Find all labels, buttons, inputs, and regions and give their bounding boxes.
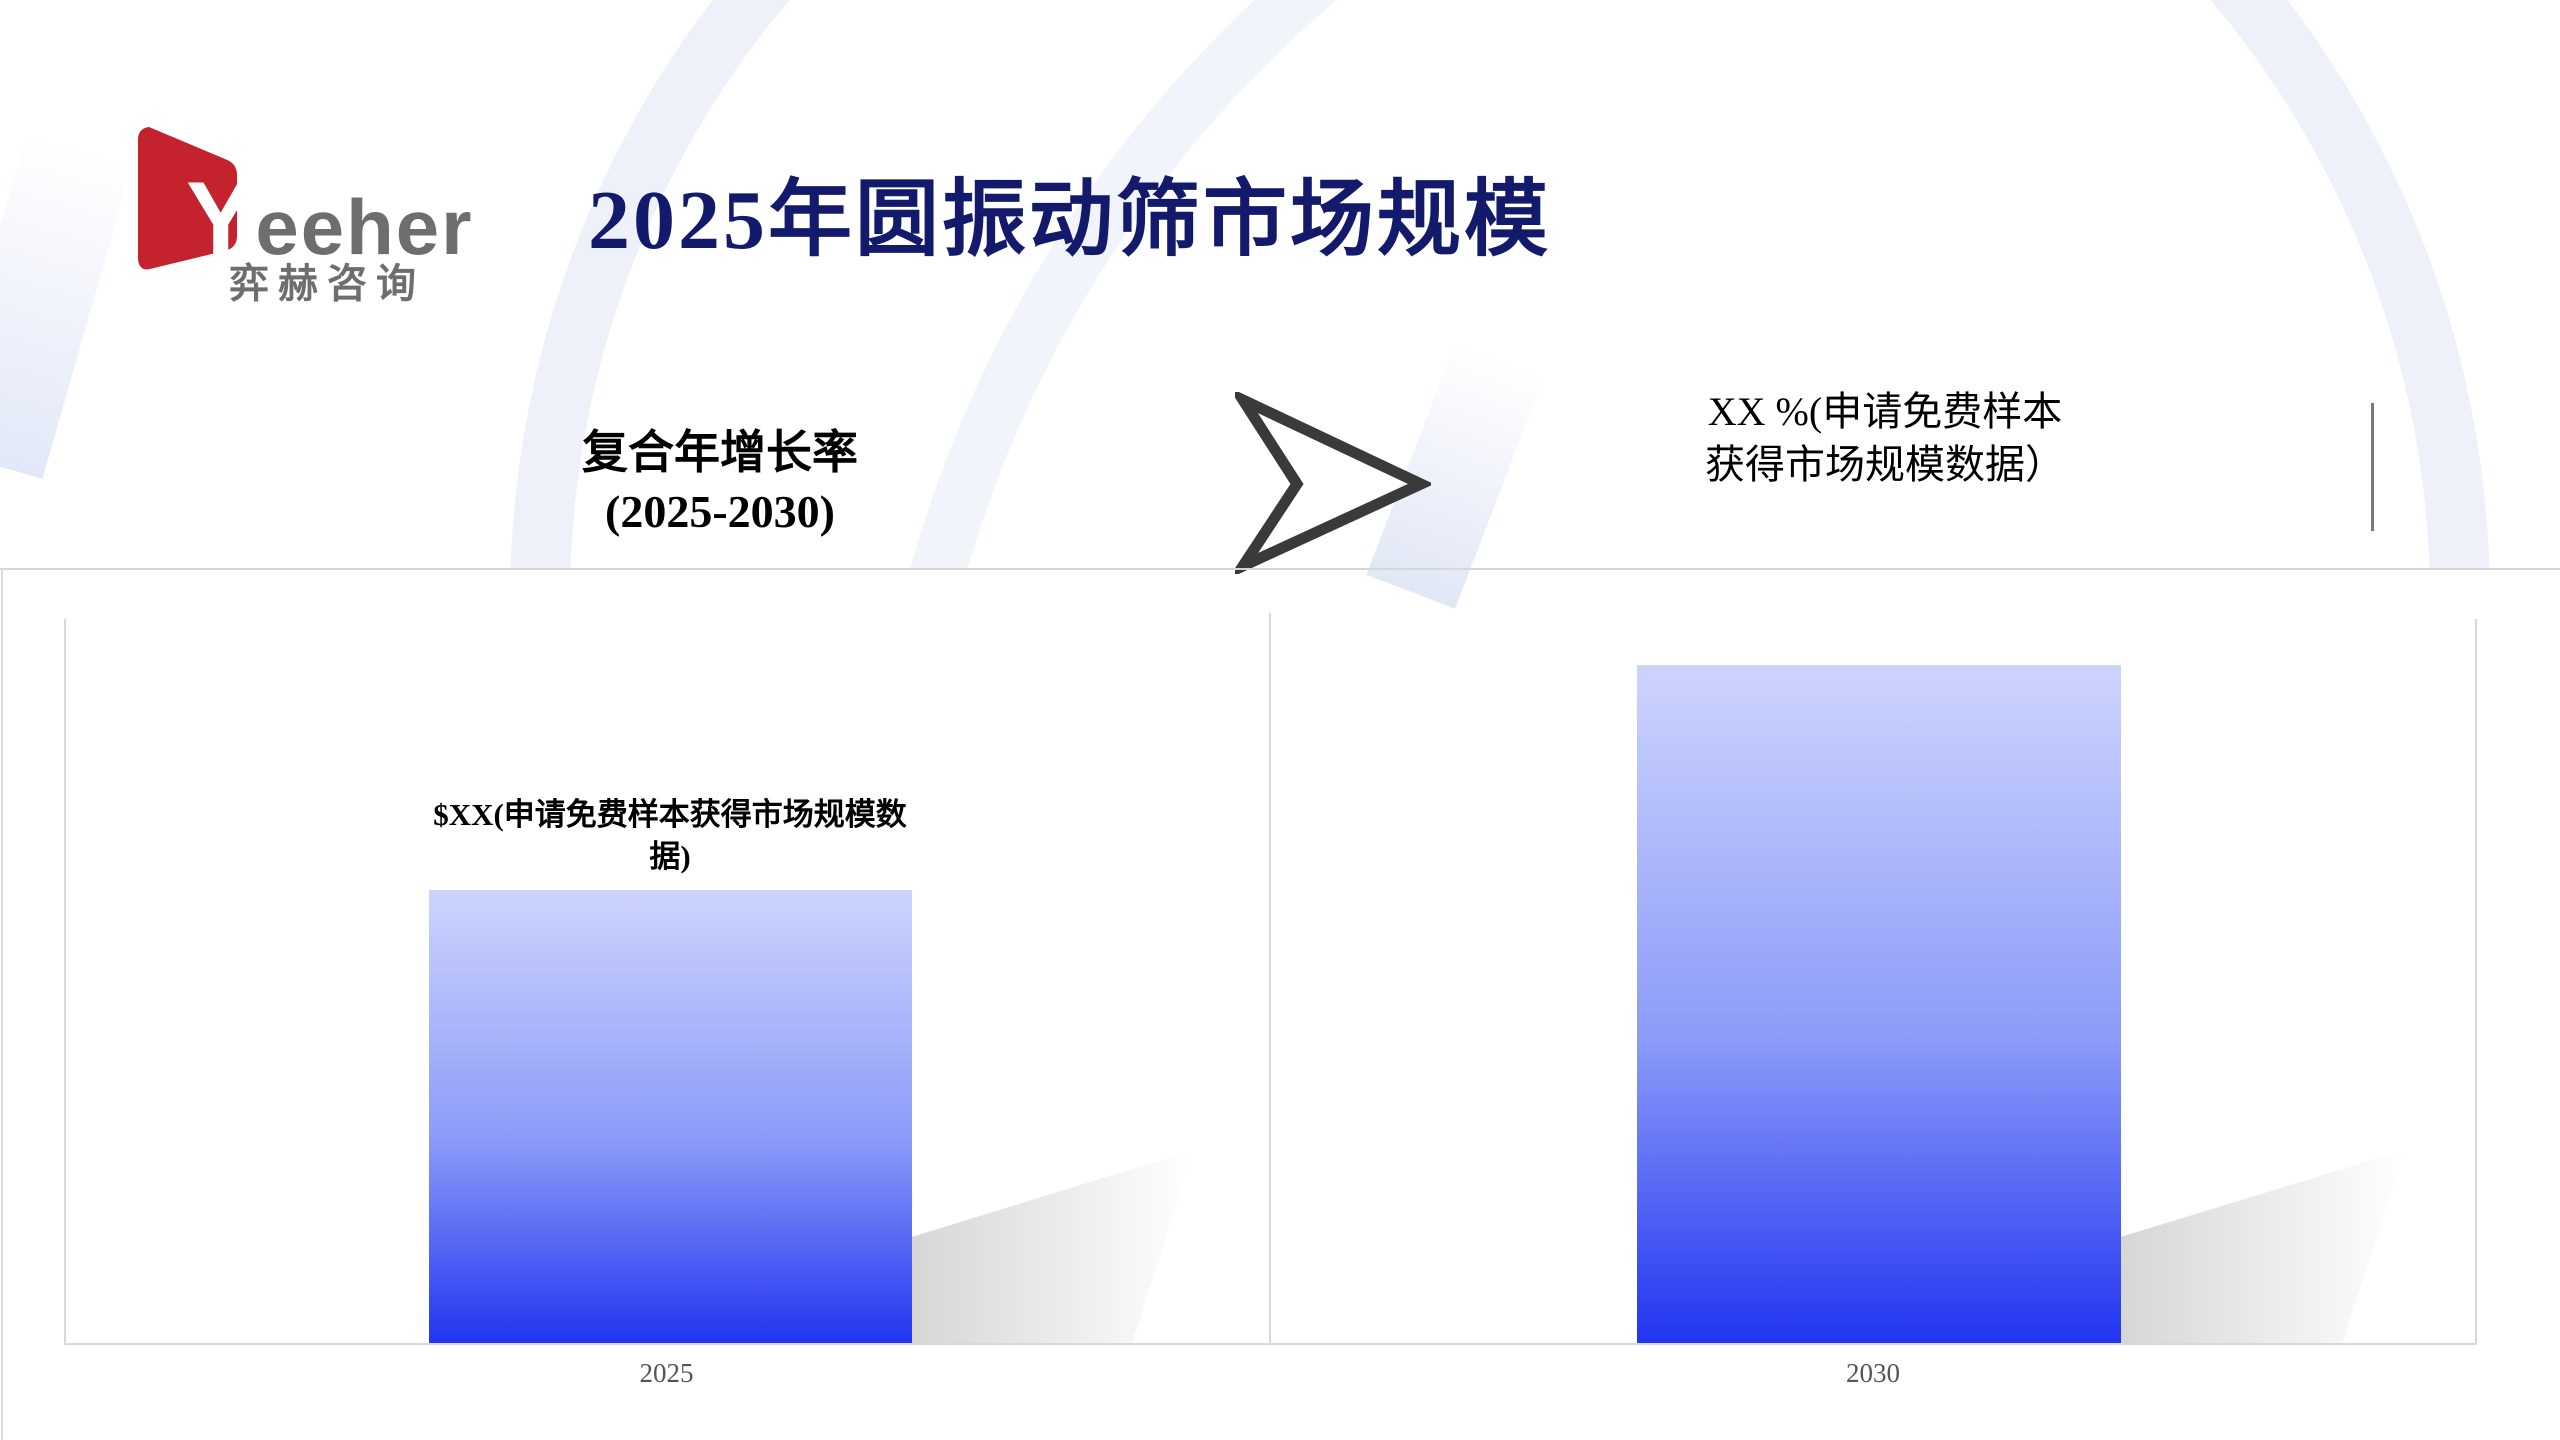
bar-2030 xyxy=(1637,665,2121,1343)
right-arrow-icon xyxy=(1235,392,1431,574)
logo-subtitle: 弈赫咨询 xyxy=(229,262,425,306)
cagr-label: 复合年增长率 (2025-2030) xyxy=(500,424,940,542)
cagr-line1: 复合年增长率 xyxy=(582,427,858,478)
cagr-line2: (2025-2030) xyxy=(605,485,835,537)
background-band-left xyxy=(0,131,134,479)
bar-2025 xyxy=(429,889,912,1343)
plot-center-gridline xyxy=(1269,613,1271,1343)
growth-callout: XX %(申请免费样本 获得市场规模数据） xyxy=(1645,386,2125,492)
slide-title: 2025年圆振动筛市场规模 xyxy=(588,174,1552,267)
logo-letter-y: Y xyxy=(186,161,256,277)
callout-line1: XX %(申请免费样本 xyxy=(1707,389,2063,434)
x-axis-label-2025: 2025 xyxy=(639,1358,694,1388)
x-axis-label-2030: 2030 xyxy=(1846,1358,1900,1388)
plot-area xyxy=(64,619,2477,1345)
bar-value-label-2025: $XX(申请免费样本获得市场规模数据) xyxy=(433,797,907,874)
header-divider-line xyxy=(0,568,2560,570)
yeeher-logo-mark-icon xyxy=(138,127,237,270)
callout-end-tick xyxy=(2371,403,2374,531)
callout-line2: 获得市场规模数据） xyxy=(1705,441,2065,487)
yeeher-logo-text: Yeeher xyxy=(186,160,474,279)
logo-letters-rest: eeher xyxy=(255,183,474,271)
panel-left-border xyxy=(1,568,3,1440)
